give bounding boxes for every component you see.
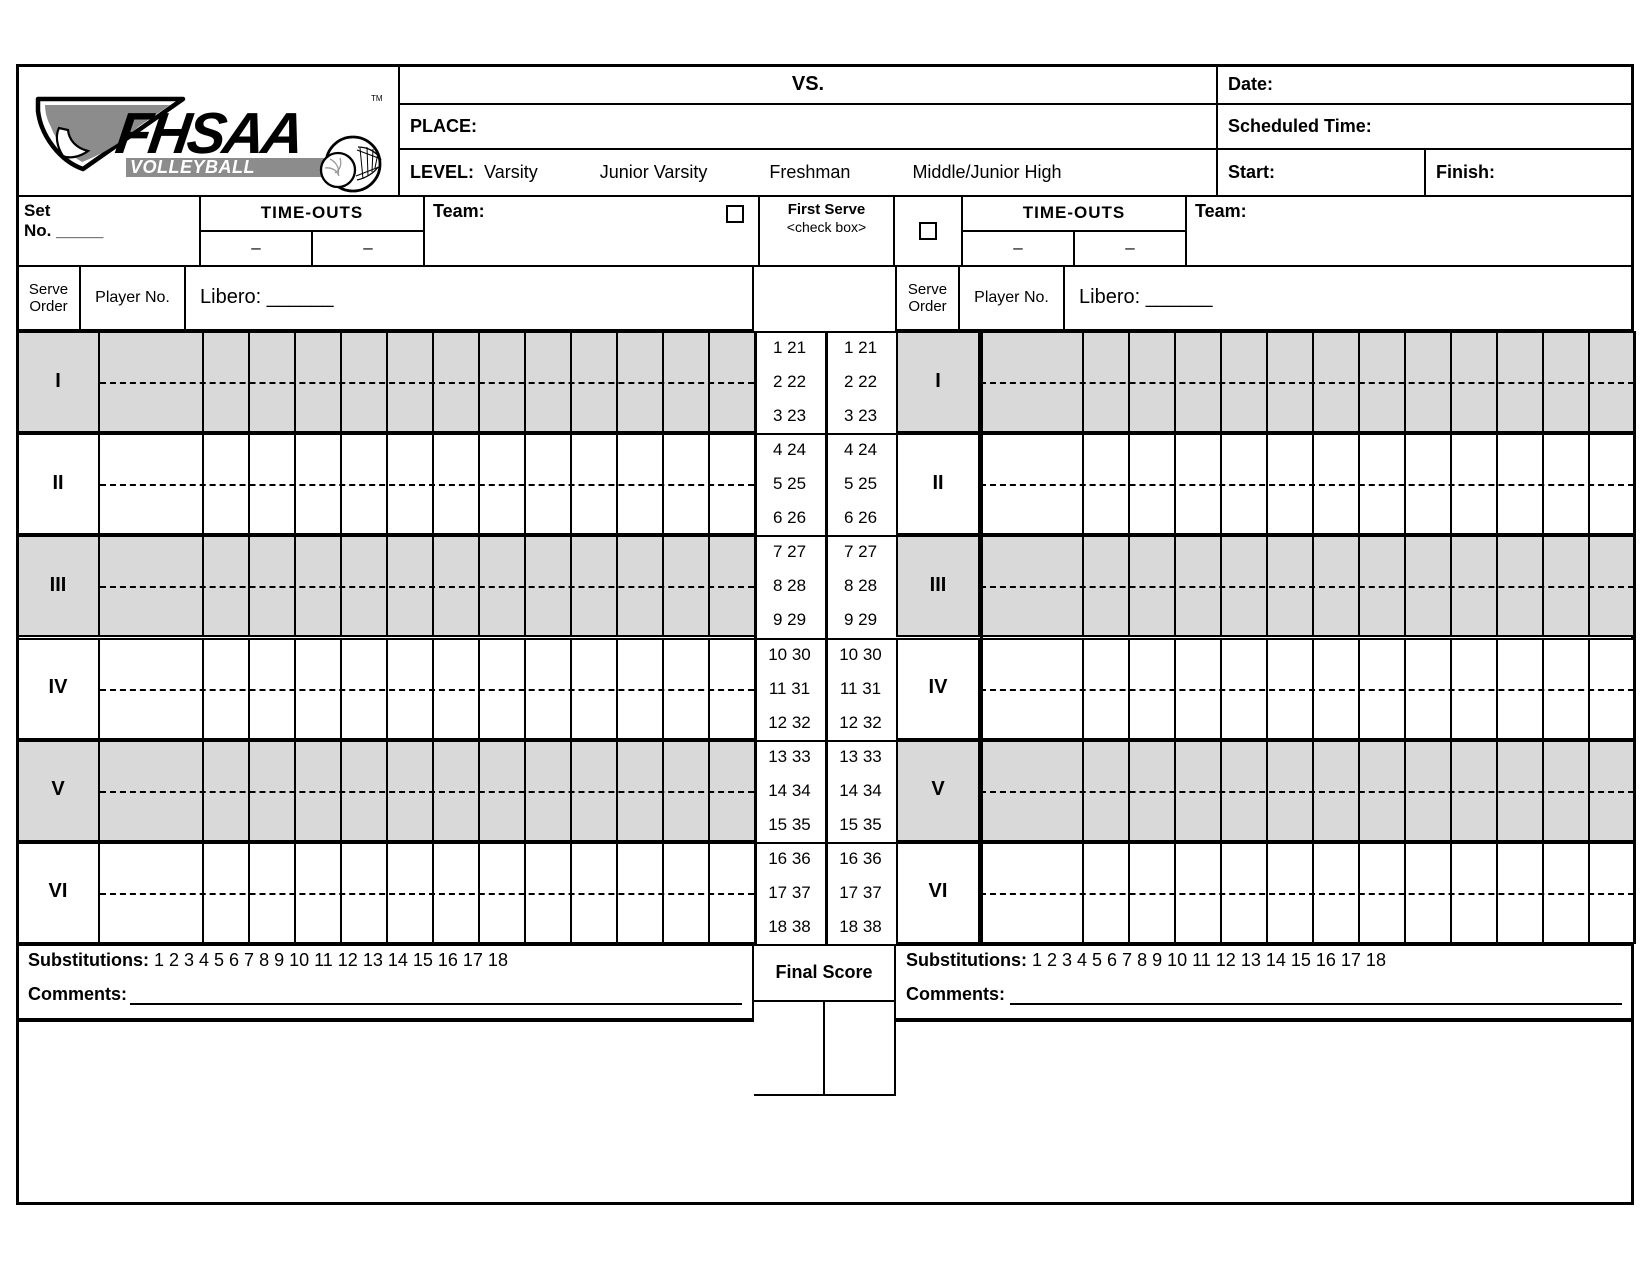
svg-text:TM: TM bbox=[371, 94, 383, 103]
svg-text:VOLLEYBALL: VOLLEYBALL bbox=[130, 157, 255, 177]
